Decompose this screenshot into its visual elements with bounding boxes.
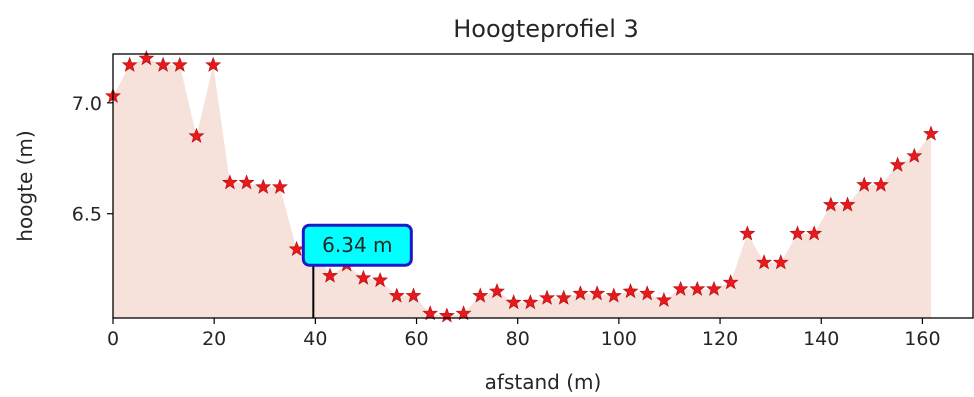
data-point-43 <box>822 196 839 212</box>
x-tick-label: 60 <box>404 328 428 350</box>
profile-area-fill <box>113 58 932 319</box>
data-point-17 <box>388 287 405 303</box>
annotation-label: 6.34 m <box>322 233 392 257</box>
x-tick-label: 140 <box>803 328 839 350</box>
data-point-19 <box>422 305 439 321</box>
data-point-27 <box>555 289 572 305</box>
data-point-32 <box>639 285 656 301</box>
x-tick-label: 0 <box>107 328 119 350</box>
data-point-31 <box>622 283 639 299</box>
data-point-25 <box>522 294 539 310</box>
data-point-13 <box>322 267 339 283</box>
data-point-34 <box>672 280 689 296</box>
data-point-1 <box>121 56 138 72</box>
data-point-9 <box>255 178 272 194</box>
data-point-21 <box>455 305 472 321</box>
x-tick-label: 100 <box>601 328 637 350</box>
x-tick-label: 80 <box>506 328 530 350</box>
data-point-29 <box>589 285 606 301</box>
data-point-36 <box>706 280 722 296</box>
data-point-49 <box>923 125 939 141</box>
data-point-6 <box>205 56 222 72</box>
data-point-38 <box>739 225 756 241</box>
data-point-24 <box>505 294 522 310</box>
data-point-39 <box>756 254 773 270</box>
data-point-10 <box>271 178 288 194</box>
data-point-37 <box>722 274 739 290</box>
data-point-5 <box>188 127 205 143</box>
data-point-15 <box>355 269 372 285</box>
data-point-33 <box>655 291 672 307</box>
data-point-23 <box>488 283 505 299</box>
data-point-4 <box>171 56 188 72</box>
data-point-22 <box>472 287 489 303</box>
y-tick-label: 7.0 <box>72 93 102 115</box>
y-axis-label: hoogte (m) <box>13 130 37 241</box>
data-point-18 <box>405 287 422 303</box>
data-point-8 <box>238 174 255 190</box>
chart-title: Hoogteprofiel 3 <box>453 15 639 43</box>
plot-frame <box>112 53 974 319</box>
data-point-42 <box>806 225 823 241</box>
x-tick-label: 20 <box>202 328 226 350</box>
y-tick-label: 6.5 <box>72 204 102 226</box>
data-point-44 <box>839 196 856 212</box>
data-point-46 <box>873 176 889 192</box>
data-point-41 <box>789 225 806 241</box>
data-point-3 <box>155 56 171 72</box>
x-axis-ticks: 0 20 40 60 80 100 120 140 160 <box>107 318 941 350</box>
plot-area <box>113 58 932 319</box>
data-point-20 <box>438 307 455 323</box>
x-axis-label: afstand (m) <box>485 370 602 394</box>
x-tick-label: 120 <box>702 328 738 350</box>
data-point-26 <box>539 289 556 305</box>
data-point-40 <box>772 254 789 270</box>
data-point-45 <box>856 176 873 192</box>
data-point-48 <box>906 147 923 163</box>
data-point-47 <box>889 156 906 172</box>
data-point-7 <box>221 174 238 190</box>
data-point-30 <box>605 287 622 303</box>
x-tick-label: 40 <box>303 328 327 350</box>
data-point-28 <box>572 285 589 301</box>
x-tick-label: 160 <box>904 328 940 350</box>
y-axis-ticks: 6.5 7.0 <box>72 93 113 226</box>
data-point-16 <box>372 271 388 288</box>
annotation-box <box>301 223 413 267</box>
data-point-2 <box>138 50 155 66</box>
data-point-35 <box>689 280 706 296</box>
point-annotation: 6.34 m <box>301 223 413 318</box>
data-markers <box>105 50 939 323</box>
